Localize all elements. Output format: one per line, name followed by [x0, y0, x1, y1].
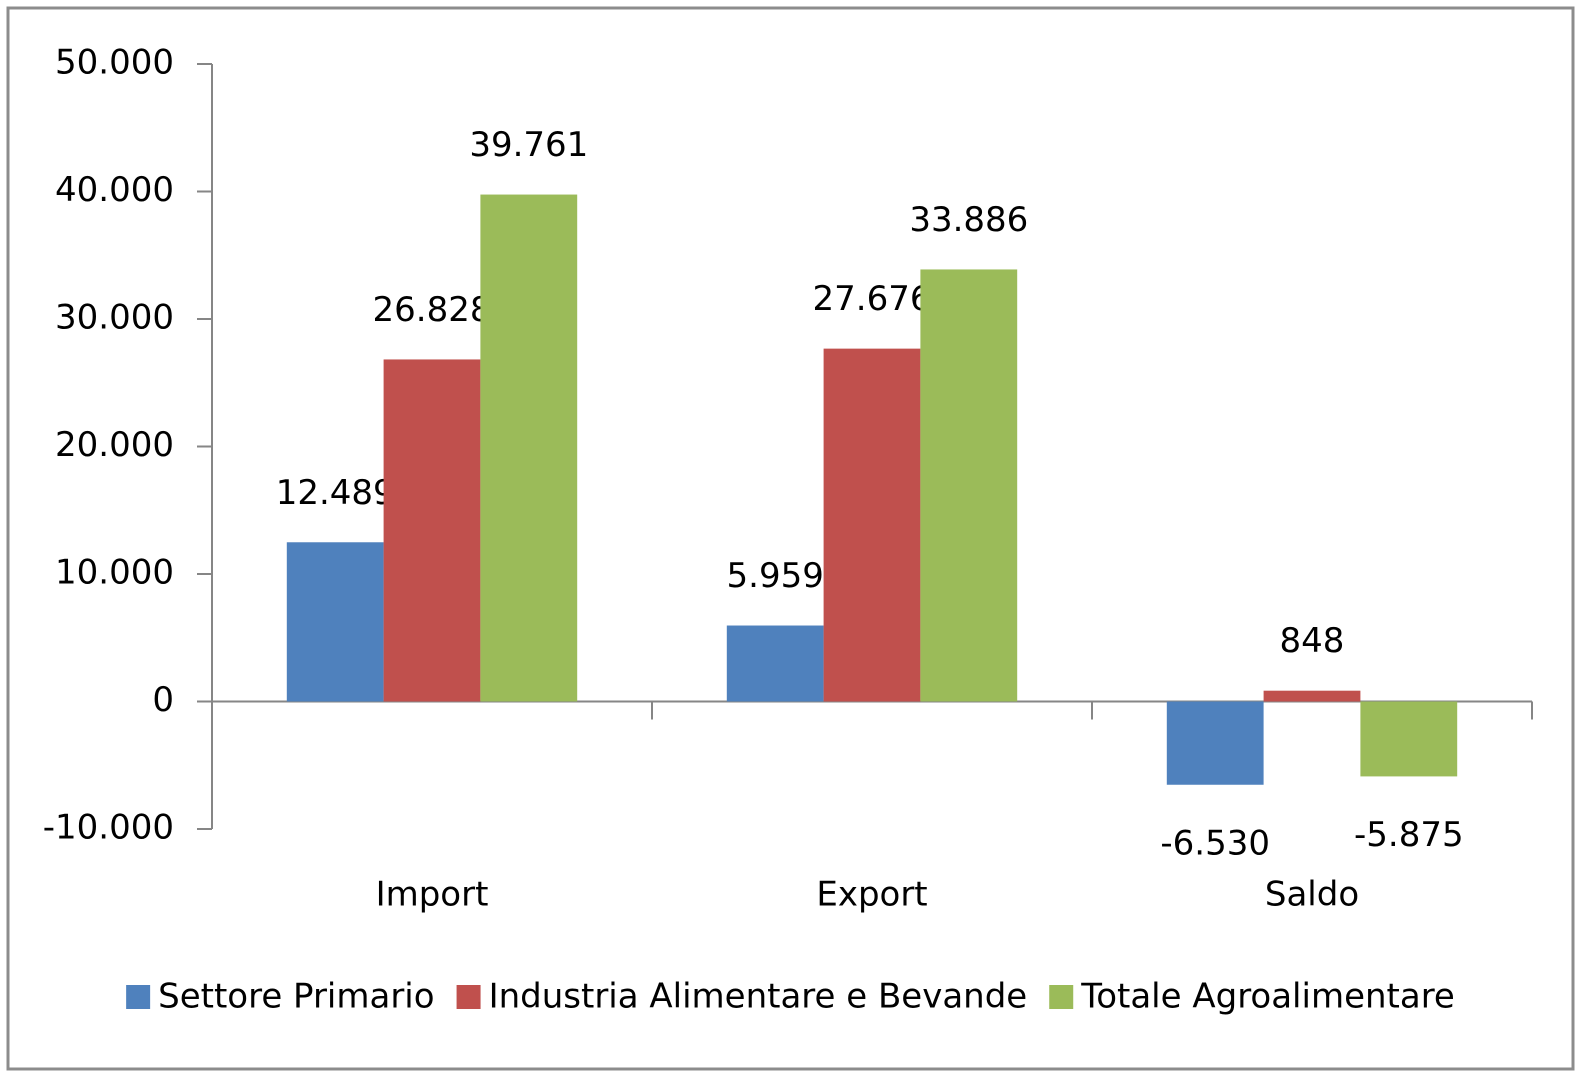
y-tick-label: 10.000: [55, 553, 174, 593]
bar: [920, 269, 1018, 702]
data-label: -6.530: [1160, 823, 1270, 863]
bar: [823, 348, 921, 702]
legend-label: Totale Agroalimentare: [1080, 977, 1455, 1017]
y-tick-label: 50.000: [55, 43, 174, 83]
legend-label: Settore Primario: [158, 977, 434, 1017]
data-label: 26.828: [373, 290, 492, 330]
y-tick-label: 0: [152, 680, 174, 720]
y-tick-label: 20.000: [55, 425, 174, 465]
data-label: 39.761: [469, 125, 588, 165]
data-label: 5.959: [727, 556, 824, 596]
legend-swatch: [126, 985, 151, 1009]
y-tick-label: 40.000: [55, 170, 174, 210]
bar: [1360, 701, 1458, 777]
legend-swatch: [1049, 985, 1074, 1009]
data-label: -5.875: [1354, 815, 1464, 855]
bar: [726, 625, 824, 702]
bar: [1166, 701, 1264, 785]
legend-label: Industria Alimentare e Bevande: [489, 977, 1028, 1017]
bar: [383, 359, 481, 702]
y-tick-label: -10.000: [43, 808, 174, 848]
x-tick-label: Import: [376, 875, 489, 915]
chart-frame: [6, 6, 1575, 1071]
legend-swatch: [456, 985, 481, 1009]
bar: [1263, 690, 1361, 702]
data-label: 12.489: [276, 473, 395, 513]
y-tick-label: 30.000: [55, 298, 174, 338]
data-label: 848: [1280, 621, 1345, 661]
x-tick-label: Saldo: [1265, 875, 1359, 915]
x-tick-label: Export: [816, 875, 927, 915]
bar: [480, 194, 578, 702]
data-label: 27.676: [813, 279, 932, 319]
data-label: 33.886: [909, 200, 1028, 240]
bar: [286, 542, 384, 702]
